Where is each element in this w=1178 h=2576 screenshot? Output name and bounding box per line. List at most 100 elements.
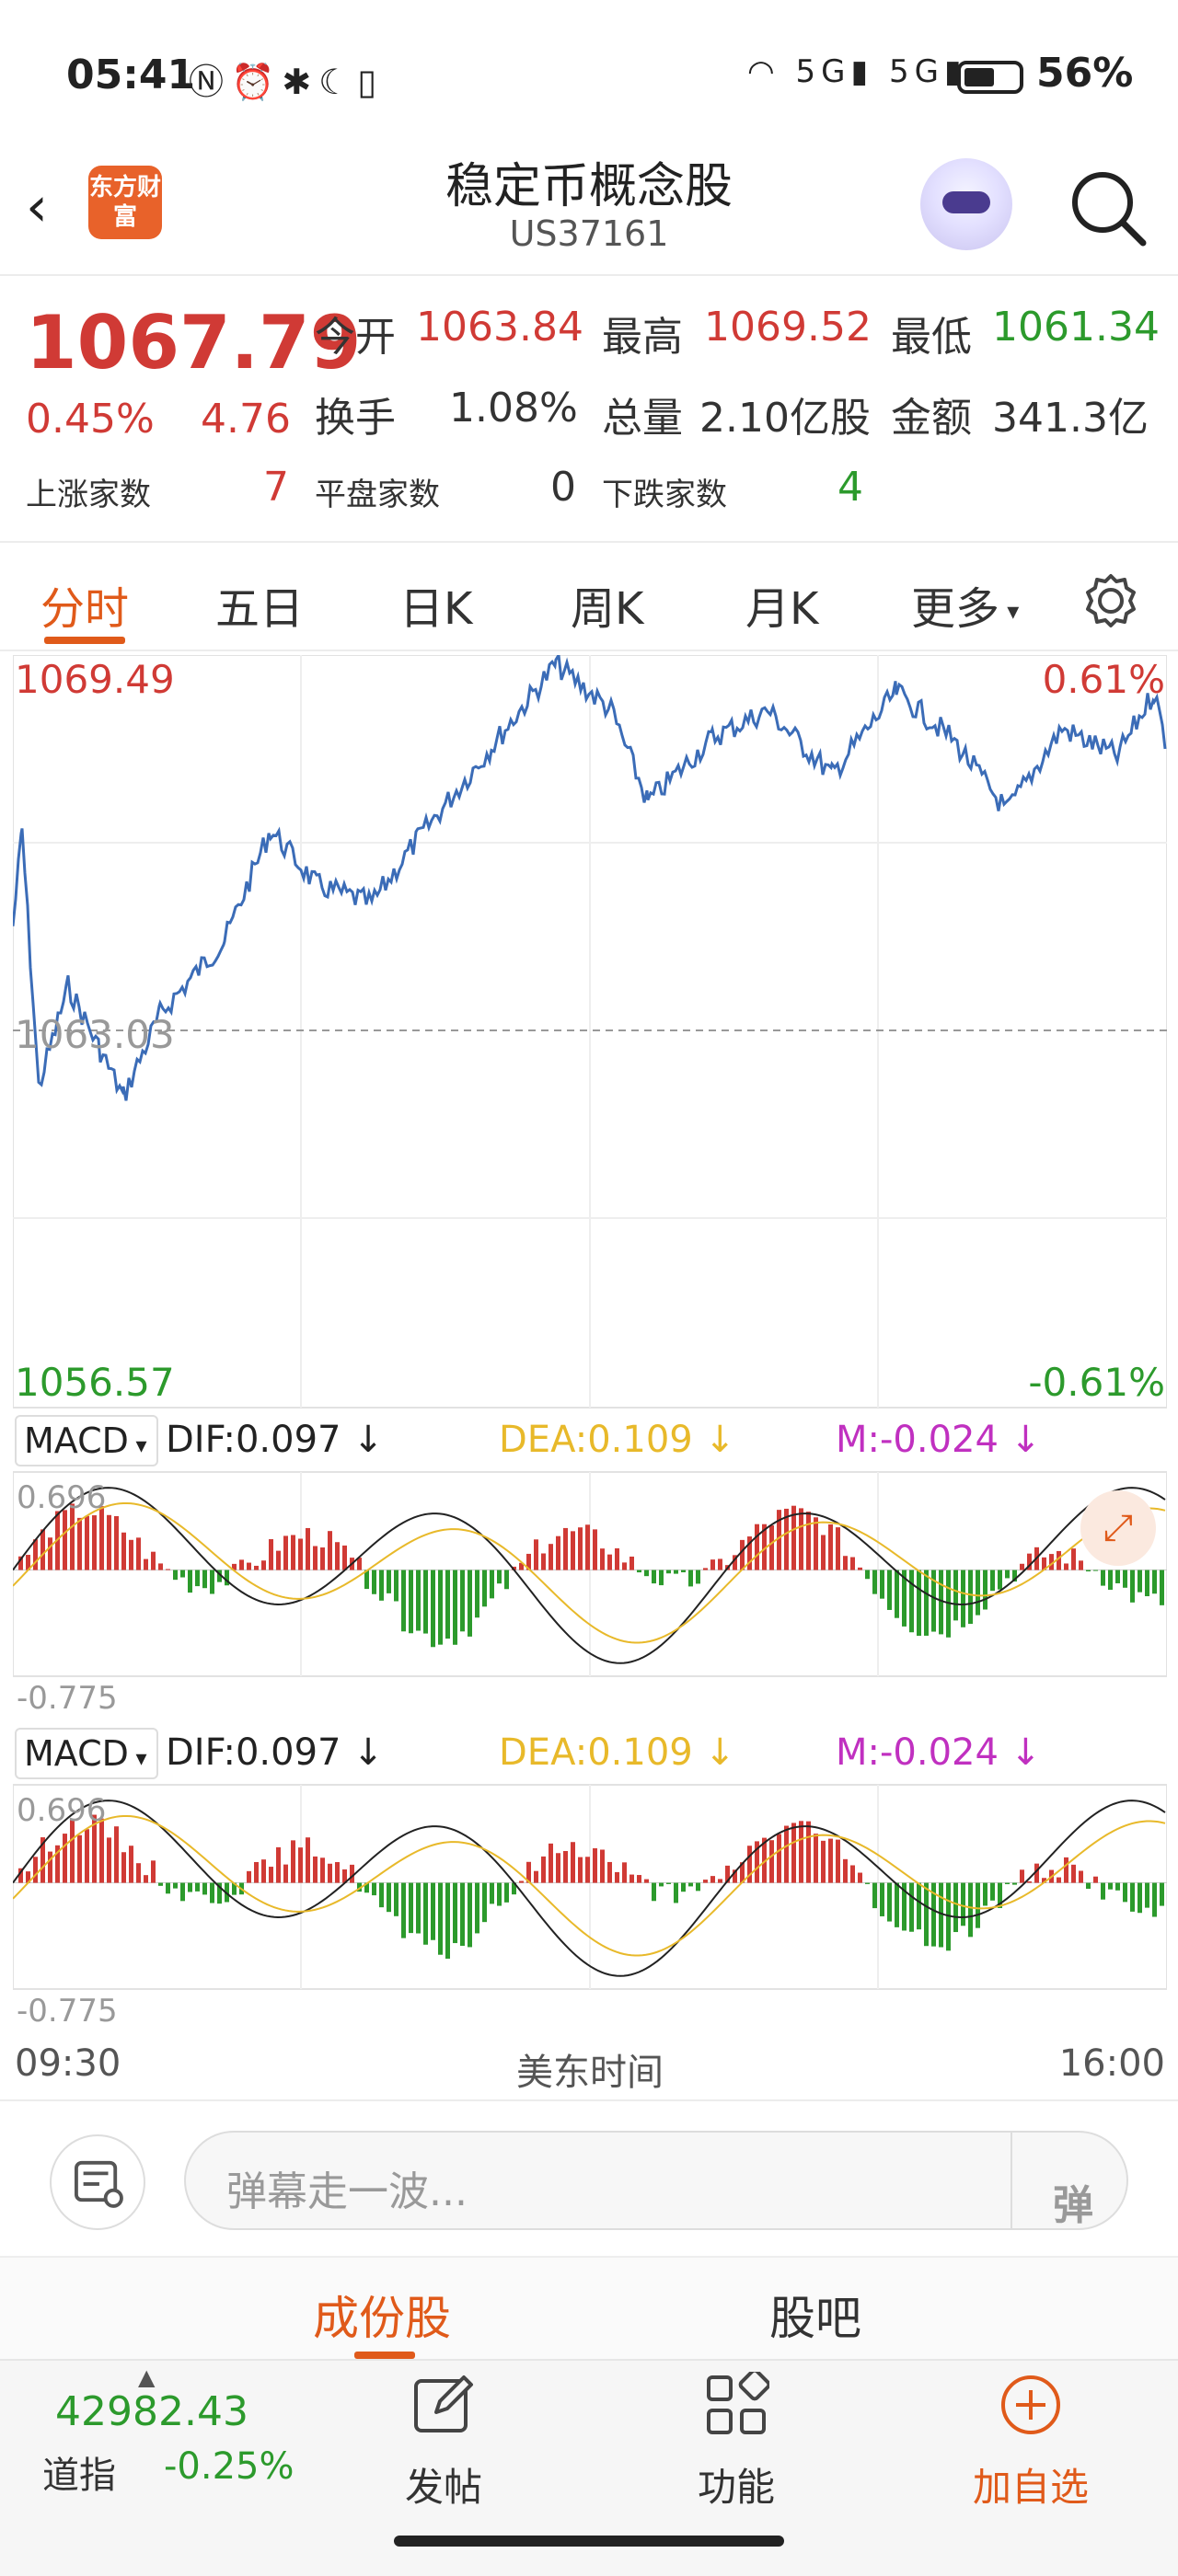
amount-value: 341.3亿 <box>992 395 1149 442</box>
pct-axis-top-label: 0.61% <box>1042 657 1165 702</box>
tab-more[interactable]: 更多 ▾ <box>911 583 1020 635</box>
danmu-settings-icon[interactable] <box>50 2134 145 2230</box>
danmu-send-button[interactable]: 弹 <box>1011 2133 1126 2229</box>
macd-bar <box>1108 1570 1113 1590</box>
macd-bar <box>1064 1563 1068 1570</box>
macd-bar <box>968 1882 973 1938</box>
macd-bar <box>740 1862 745 1883</box>
add-watchlist-icon[interactable] <box>998 2372 1064 2438</box>
status-notification-icons: Ⓝ⏰✱☾▯ <box>189 62 385 102</box>
macd-bar <box>188 1570 192 1593</box>
macd-bar <box>593 1848 597 1883</box>
time-axis-start: 09:30 <box>15 2042 121 2085</box>
add-watchlist-label[interactable]: 加自选 <box>972 2465 1089 2510</box>
macd-bar <box>48 1851 52 1883</box>
macd-bar <box>217 1882 222 1904</box>
macd-bar <box>777 1834 781 1883</box>
macd-bar <box>342 1869 347 1883</box>
tab-weekly-k[interactable]: 周K <box>571 583 644 635</box>
tab-forum[interactable]: 股吧 <box>769 2292 861 2345</box>
macd-bar <box>121 1852 126 1883</box>
macd-bar <box>917 1882 921 1930</box>
macd-bar <box>504 1882 509 1903</box>
edit-post-icon[interactable] <box>410 2372 477 2438</box>
macd-bar <box>180 1882 185 1902</box>
macd-bar <box>1005 1570 1010 1579</box>
app-logo[interactable]: 东方财富 <box>88 166 162 239</box>
index-value[interactable]: 42982.43 <box>55 2388 248 2435</box>
macd-bar <box>1064 1857 1068 1883</box>
macd-bar <box>195 1570 200 1587</box>
macd-bar <box>674 1882 678 1903</box>
intraday-chart-area[interactable]: 1069.49 0.61% 1063.03 1056.57 -0.61% MAC… <box>13 655 1167 2099</box>
macd-bar <box>1138 1570 1142 1593</box>
functions-label[interactable]: 功能 <box>697 2465 775 2510</box>
settings-gear-icon[interactable] <box>1082 572 1139 629</box>
search-icon[interactable] <box>1066 166 1149 248</box>
change-percent: 0.45% <box>26 396 155 443</box>
macd-bar <box>556 1853 560 1883</box>
macd-bar <box>696 1570 700 1584</box>
macd-bar <box>799 1508 803 1570</box>
macd-bar <box>556 1535 560 1570</box>
functions-grid-icon[interactable] <box>703 2372 769 2438</box>
macd-bar <box>983 1882 987 1906</box>
macd-bar <box>1020 1563 1024 1570</box>
macd-selector-2[interactable]: MACD ▾ <box>15 1728 158 1779</box>
danmu-input[interactable]: 弹幕走一波... 弹 <box>184 2131 1128 2230</box>
assistant-avatar[interactable] <box>920 158 1012 250</box>
intraday-chart-svg <box>13 655 1167 1990</box>
tab-monthly-k[interactable]: 月K <box>745 583 819 635</box>
macd-bar <box>902 1882 907 1931</box>
macd-bar <box>909 1570 914 1633</box>
battery-percent: 56% <box>1036 50 1134 97</box>
macd-bar <box>512 1882 516 1895</box>
tab-daily-k[interactable]: 日K <box>399 583 473 635</box>
high-label: 最高 <box>602 314 683 361</box>
flat-count-label: 平盘家数 <box>315 477 440 513</box>
macd-bar <box>850 1865 855 1883</box>
macd-bar <box>953 1570 958 1621</box>
macd-bar <box>394 1570 398 1602</box>
macd-bar <box>872 1882 877 1909</box>
macd-bar <box>144 1875 148 1883</box>
macd-bar <box>696 1882 700 1892</box>
macd-bar <box>151 1551 156 1570</box>
macd-bar <box>364 1570 369 1590</box>
macd-bar <box>291 1535 295 1570</box>
macd-bottom-label-2: -0.775 <box>17 1993 118 2030</box>
tab-five-day[interactable]: 五日 <box>215 583 305 635</box>
macd-bar <box>939 1882 943 1948</box>
back-icon[interactable]: ‹ <box>26 175 48 239</box>
expand-icon[interactable]: ⤢ <box>1080 1490 1156 1566</box>
flat-count: 0 <box>550 464 576 511</box>
macd-bar <box>578 1527 583 1570</box>
post-label[interactable]: 发帖 <box>404 2465 482 2510</box>
index-name[interactable]: 道指 <box>42 2455 116 2497</box>
macd-bar <box>453 1882 457 1944</box>
macd-bar <box>129 1539 133 1570</box>
macd-bar <box>821 1535 826 1570</box>
macd-bar <box>806 1821 811 1883</box>
macd-bar <box>387 1570 391 1593</box>
macd-bar <box>445 1882 450 1960</box>
macd-bar <box>387 1882 391 1913</box>
macd-bar <box>409 1882 413 1934</box>
macd-bar <box>1160 1570 1164 1605</box>
tab-constituents[interactable]: 成份股 <box>313 2292 451 2345</box>
macd-bar <box>328 1863 332 1883</box>
macd-bar <box>784 1508 789 1570</box>
macd-bar <box>998 1570 1002 1590</box>
price-axis-mid-label: 1063.03 <box>15 1012 175 1057</box>
tab-intraday[interactable]: 分时 <box>40 583 130 635</box>
macd-bar <box>718 1879 722 1883</box>
index-change[interactable]: -0.25% <box>164 2445 294 2488</box>
sub-tabs: 成份股 股吧 <box>0 2256 1178 2359</box>
macd-bar <box>1042 1878 1046 1883</box>
macd-bar <box>659 1570 664 1586</box>
macd-bar <box>394 1882 398 1916</box>
macd-bar <box>151 1860 156 1883</box>
macd-dif-1: DIF:0.097 ↓ <box>166 1419 384 1461</box>
macd-selector-1[interactable]: MACD ▾ <box>15 1415 158 1466</box>
macd-bar <box>887 1570 892 1610</box>
